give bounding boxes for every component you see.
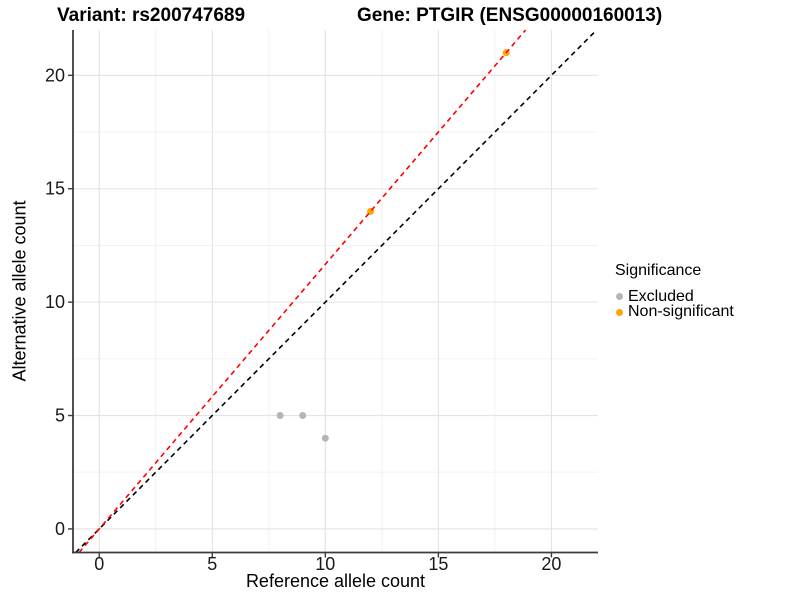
legend-title: Significance xyxy=(615,262,702,279)
y-tick-label: 20 xyxy=(45,65,65,85)
x-tick-label: 20 xyxy=(541,554,561,574)
legend-entry-non-significant: Non-significant xyxy=(613,303,734,321)
point-excluded xyxy=(321,434,329,442)
x-tick-label: 0 xyxy=(94,554,104,574)
legend-entry-excluded: Excluded xyxy=(613,287,734,305)
point-excluded xyxy=(276,412,284,420)
y-axis-title: Alternative allele count xyxy=(9,200,30,382)
identity-line xyxy=(75,29,598,554)
legend-key-dot-icon xyxy=(616,293,623,301)
expected-ratio-line xyxy=(78,29,527,554)
x-tick-label: 10 xyxy=(315,554,335,574)
legend-entry-label: Non-significant xyxy=(628,303,734,321)
y-tick-label: 10 xyxy=(45,292,65,312)
point-excluded xyxy=(299,412,307,420)
y-tick-label: 15 xyxy=(45,179,65,199)
gene-title: Gene: PTGIR (ENSG00000160013) xyxy=(357,5,663,26)
x-tick-label: 15 xyxy=(428,554,448,574)
legend: Significance Excluded Non-significant xyxy=(613,262,734,320)
variant-title: Variant: rs200747689 xyxy=(57,5,246,26)
x-tick-label: 5 xyxy=(207,554,217,574)
y-tick-label: 0 xyxy=(55,519,65,539)
y-tick-label: 5 xyxy=(55,406,65,426)
legend-key-dot-icon xyxy=(616,308,623,316)
legend-entries: Excluded Non-significant xyxy=(613,287,734,321)
x-axis-title: Reference allele count xyxy=(245,571,426,591)
legend-entry-label: Excluded xyxy=(628,287,694,305)
